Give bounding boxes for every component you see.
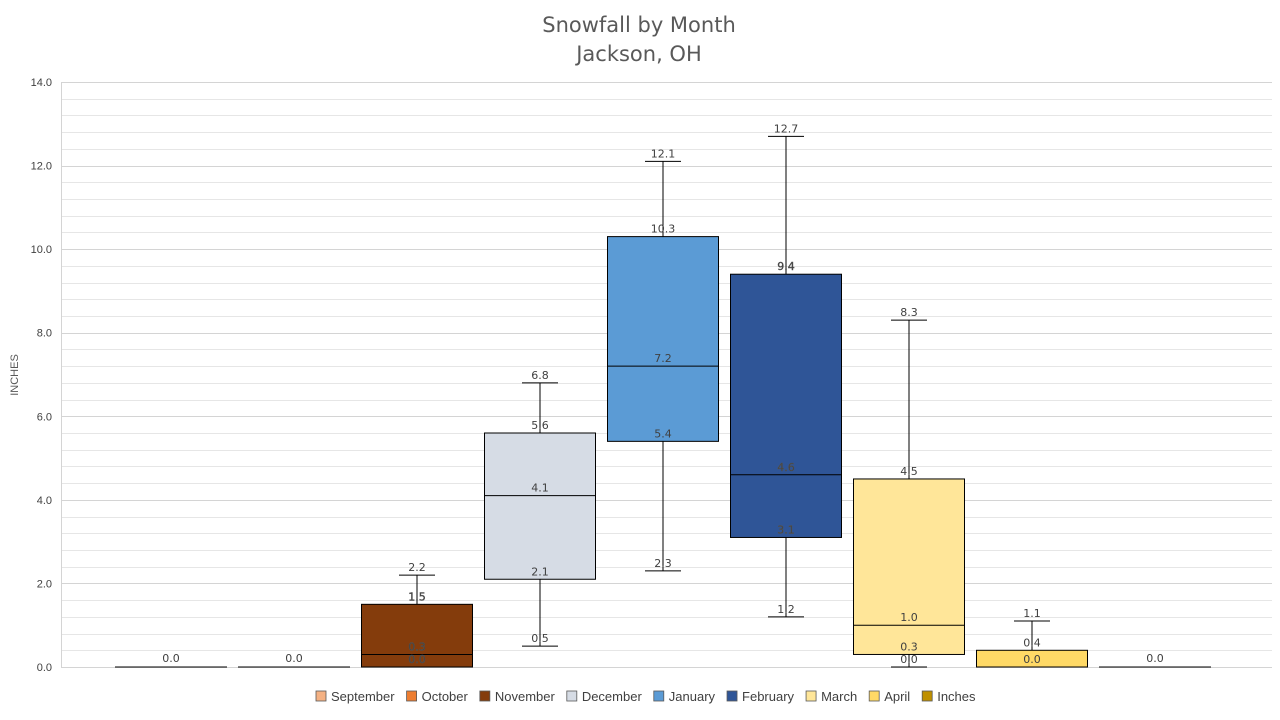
- data-label: 0.5: [531, 632, 549, 645]
- box-march: 8.3 4.5 1.0 0.30.0: [853, 306, 965, 668]
- legend-label: March: [821, 689, 857, 704]
- data-label: 7.2: [654, 352, 672, 365]
- data-label: 1.1: [1023, 607, 1041, 620]
- legend: September October November December January F…: [315, 689, 976, 704]
- data-label: 0.0: [408, 653, 426, 666]
- legend-item-october: October: [406, 689, 469, 704]
- legend-label: November: [495, 689, 556, 704]
- box-february: 12.7 9.4 4.6 3.1 1.2: [730, 122, 842, 618]
- data-label: 0.0: [1023, 653, 1041, 666]
- y-tick-label: 12.0: [31, 161, 52, 173]
- legend-swatch: [868, 690, 880, 702]
- data-label: 1.0: [900, 611, 918, 624]
- y-tick-label: 4.0: [37, 495, 52, 507]
- box-plots: 0.0 0.02.21.50.30.06.85.64.12.10.512.110.…: [115, 122, 1211, 668]
- chart-subtitle: Jackson, OH: [574, 42, 702, 66]
- legend-label: Inches: [937, 689, 976, 704]
- box-body: [607, 236, 719, 442]
- legend-swatch: [653, 690, 665, 702]
- data-label: 0.3: [900, 640, 918, 653]
- data-label: 0.4: [1023, 636, 1041, 649]
- data-label: 10.3: [651, 223, 676, 236]
- legend-item-january: January: [653, 689, 716, 704]
- legend-item-inches: Inches: [921, 689, 976, 704]
- data-label: 4.6: [777, 461, 795, 474]
- y-tick-label: 6.0: [37, 411, 52, 423]
- box-november: 2.2 1.5 0.30.0: [361, 561, 473, 668]
- y-tick-label: 10.0: [31, 244, 52, 256]
- y-axis-label: INCHES: [9, 354, 21, 396]
- legend-swatch: [805, 690, 817, 702]
- y-tick-label: 0.0: [37, 662, 52, 674]
- data-label: 1.5: [408, 590, 426, 603]
- data-label: 0.0: [162, 652, 180, 665]
- legend-label: October: [422, 689, 469, 704]
- legend-label: April: [884, 689, 910, 704]
- data-label: 1.2: [777, 603, 795, 616]
- legend-swatch: [921, 690, 933, 702]
- data-label: 9.4: [777, 260, 795, 273]
- legend-item-march: March: [805, 689, 857, 704]
- legend-item-december: December: [566, 689, 643, 704]
- data-label: 2.1: [531, 565, 549, 578]
- data-label: 4.5: [900, 465, 918, 478]
- box-december: 6.8 5.6 4.1 2.1 0.5: [484, 369, 596, 647]
- data-label: 0.0: [285, 652, 303, 665]
- data-label: 0.0: [1146, 652, 1164, 665]
- data-label: 0.0: [900, 653, 918, 666]
- legend-swatch: [406, 690, 417, 702]
- legend-item-september: September: [315, 689, 395, 704]
- y-axis-ticks: 0.0 2.0 4.0 6.0 8.0 10.0 12.0 14.0: [31, 77, 52, 674]
- legend-item-november: November: [479, 689, 556, 704]
- box-october: 0.0: [238, 652, 350, 668]
- y-tick-label: 2.0: [37, 578, 52, 590]
- data-label: 3.1: [777, 523, 795, 536]
- legend-label: February: [742, 689, 795, 704]
- box-body: [484, 432, 596, 580]
- y-tick-label: 8.0: [37, 328, 52, 340]
- data-label: 6.8: [531, 369, 549, 382]
- box-inches: 0.0: [1099, 652, 1211, 668]
- box-body: [853, 478, 965, 655]
- box-body: [730, 273, 842, 538]
- box-september: 0.0: [115, 652, 227, 668]
- legend-item-april: April: [868, 689, 910, 704]
- legend-swatch: [315, 690, 327, 702]
- legend-label: January: [669, 689, 716, 704]
- legend-swatch: [566, 690, 578, 702]
- data-label: 4.1: [531, 482, 549, 495]
- legend-swatch: [726, 690, 738, 702]
- legend-label: September: [331, 689, 395, 704]
- legend-item-february: February: [726, 689, 795, 704]
- box-april: 1.1 0.4 0.0: [976, 607, 1088, 668]
- data-label: 0.3: [408, 640, 426, 653]
- data-label: 5.6: [531, 419, 549, 432]
- y-tick-label: 14.0: [31, 77, 52, 89]
- legend-label: December: [582, 689, 643, 704]
- data-label: 8.3: [900, 306, 918, 319]
- data-label: 12.7: [774, 122, 799, 135]
- data-label: 2.3: [654, 557, 672, 570]
- data-label: 5.4: [654, 427, 672, 440]
- box-january: 12.1 10.3 7.2 5.4 2.3: [607, 147, 719, 572]
- data-label: 12.1: [651, 147, 676, 160]
- chart-title: Snowfall by Month: [542, 13, 736, 37]
- box-body: [361, 603, 473, 668]
- legend-swatch: [479, 690, 491, 702]
- data-label: 2.2: [408, 561, 426, 574]
